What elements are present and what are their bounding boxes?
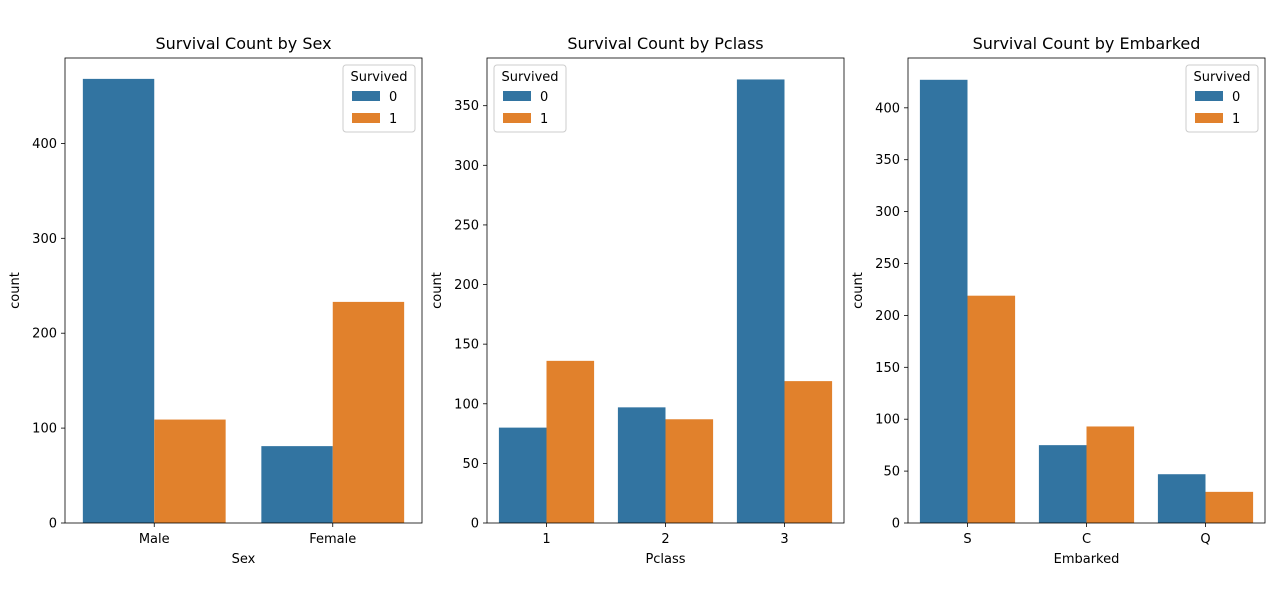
- y-axis-label: count: [430, 272, 445, 309]
- y-tick-label: 300: [32, 232, 57, 247]
- chart-title: Survival Count by Embarked: [973, 34, 1201, 53]
- y-tick-label: 400: [32, 137, 57, 152]
- legend-title: Survived: [350, 70, 407, 85]
- x-tick-label: 3: [780, 532, 788, 547]
- y-tick-label: 250: [875, 257, 900, 272]
- y-axis-label: count: [8, 272, 23, 309]
- legend-swatch-1: [352, 113, 380, 123]
- legend-title: Survived: [1193, 70, 1250, 85]
- bar-male-survived-0: [82, 78, 155, 523]
- x-tick-label: C: [1082, 532, 1091, 547]
- bar-c-survived-0: [1038, 445, 1087, 523]
- y-tick-label: 100: [875, 413, 900, 428]
- legend-label-0: 0: [389, 90, 397, 105]
- bar-3-survived-0: [736, 79, 785, 524]
- legend: Survived 0 1: [342, 64, 416, 133]
- legend-label-1: 1: [1232, 112, 1240, 127]
- bar-female-survived-0: [261, 446, 333, 523]
- legend-title: Survived: [501, 70, 558, 85]
- legend-label-0: 0: [1232, 90, 1240, 105]
- y-tick-label: 250: [454, 218, 479, 233]
- legend-swatch-1: [1195, 113, 1223, 123]
- bar-s-survived-1: [967, 295, 1016, 523]
- y-tick-label: 350: [454, 99, 479, 114]
- bar-female-survived-1: [332, 301, 405, 523]
- x-tick-label: 2: [661, 532, 669, 547]
- x-tick-label: Female: [309, 532, 356, 547]
- y-tick-label: 400: [875, 101, 900, 116]
- x-tick-label: S: [963, 532, 971, 547]
- x-tick-label: Male: [139, 532, 170, 547]
- bar-c-survived-1: [1086, 426, 1135, 523]
- y-tick-label: 50: [462, 457, 479, 472]
- legend-label-1: 1: [389, 112, 397, 127]
- y-tick-label: 200: [454, 278, 479, 293]
- y-tick-label: 350: [875, 153, 900, 168]
- y-tick-label: 0: [49, 517, 57, 532]
- y-tick-label: 150: [875, 361, 900, 376]
- y-tick-label: 300: [454, 159, 479, 174]
- chart-panel-3: Survival Count by Embarked 0 50 100 150 200 25…: [851, 34, 1266, 567]
- bar-s-survived-0: [919, 79, 968, 524]
- y-tick-label: 200: [875, 309, 900, 324]
- y-axis-label: count: [851, 272, 866, 309]
- legend: Survived 0 1: [493, 64, 567, 133]
- x-axis-label: Embarked: [1054, 552, 1120, 567]
- y-tick-label: 0: [892, 517, 900, 532]
- chart-title: Survival Count by Sex: [155, 34, 331, 53]
- bar-2-survived-0: [617, 407, 666, 523]
- bar-q-survived-1: [1205, 491, 1254, 523]
- x-axis-label: Pclass: [645, 552, 685, 567]
- bar-3-survived-1: [784, 381, 833, 523]
- legend-swatch-1: [503, 113, 531, 123]
- x-tick-label: Q: [1200, 532, 1210, 547]
- y-tick-label: 150: [454, 338, 479, 353]
- legend-label-0: 0: [540, 90, 548, 105]
- y-tick-label: 100: [32, 422, 57, 437]
- legend-swatch-0: [503, 91, 531, 101]
- x-axis-label: Sex: [232, 552, 256, 567]
- legend-swatch-0: [352, 91, 380, 101]
- legend-swatch-0: [1195, 91, 1223, 101]
- bar-2-survived-1: [665, 419, 714, 523]
- x-tick-label: 1: [542, 532, 550, 547]
- axes-frame: [64, 57, 423, 524]
- y-tick-label: 50: [883, 465, 900, 480]
- chart-title: Survival Count by Pclass: [567, 34, 763, 53]
- chart-panel-2: Survival Count by Pclass 0 50 100 150 200 250 3…: [430, 34, 845, 567]
- legend-label-1: 1: [540, 112, 548, 127]
- bar-q-survived-0: [1157, 474, 1206, 523]
- y-tick-label: 0: [471, 517, 479, 532]
- y-tick-label: 100: [454, 397, 479, 412]
- bar-1-survived-1: [546, 360, 595, 523]
- bar-1-survived-0: [498, 427, 547, 523]
- chart-panel-1: Survival Count by Sex 0 100 200 300 400 Male Fe…: [8, 34, 423, 567]
- legend: Survived 0 1: [1185, 64, 1259, 133]
- y-tick-label: 200: [32, 327, 57, 342]
- bar-male-survived-1: [154, 419, 226, 523]
- y-tick-label: 300: [875, 205, 900, 220]
